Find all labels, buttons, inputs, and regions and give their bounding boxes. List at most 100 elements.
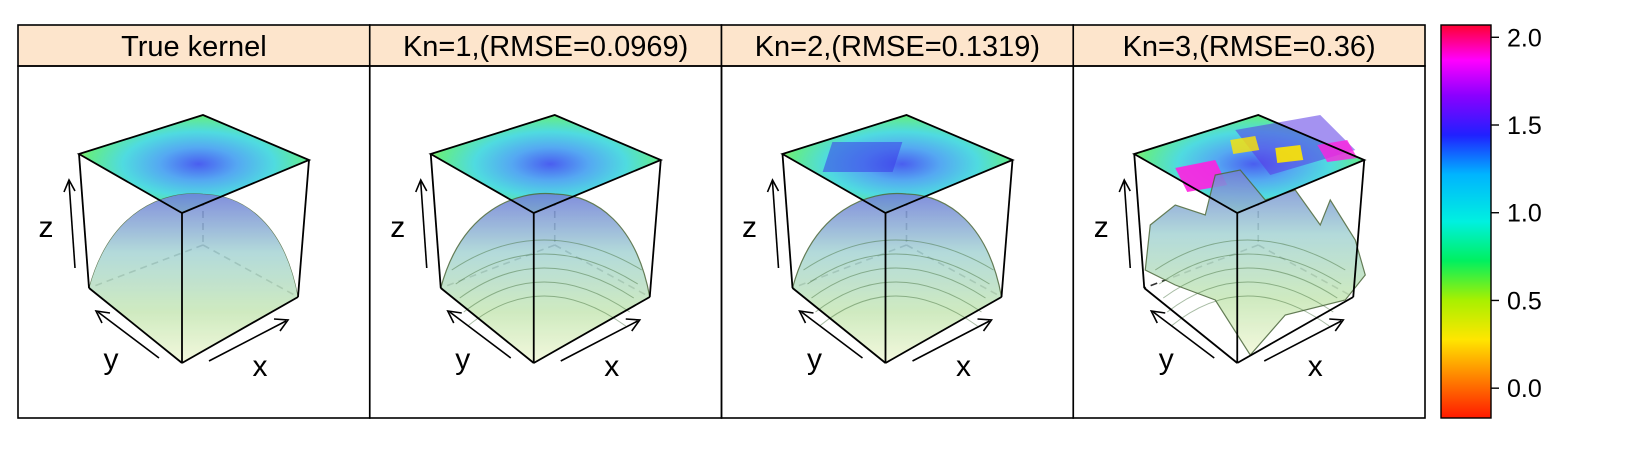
box-edge [1352, 159, 1366, 298]
y-axis-label: y [1159, 343, 1174, 376]
surface [1144, 169, 1366, 356]
heatmap-patch-yellow [1275, 145, 1304, 163]
y-axis-label: y [455, 343, 470, 376]
surface-ridge [451, 239, 643, 271]
box-edge [1000, 159, 1014, 298]
surface-ridge [463, 281, 631, 313]
z-axis-arrow [771, 181, 780, 269]
box-edge [429, 153, 442, 289]
box-edge [885, 296, 1002, 364]
colorbar-tick-label: 1.0 [1507, 200, 1542, 228]
top-heatmap [782, 115, 1013, 213]
panel-1: True kernel z y x [17, 24, 371, 419]
surface [791, 192, 1003, 364]
x-arrowhead [977, 318, 993, 332]
x-axis-arrow [912, 320, 990, 362]
y-arrowhead [446, 309, 462, 324]
surface-ridge [1170, 295, 1330, 327]
z-arrowhead [63, 178, 76, 193]
z-axis-label: z [39, 211, 54, 244]
x-arrowhead [625, 318, 642, 332]
surface-ridge [803, 239, 994, 271]
x-axis-arrow [560, 320, 639, 362]
heatmap-patch [822, 142, 903, 172]
panel-title: Kn=2,(RMSE=0.1319) [755, 31, 1040, 63]
panel-4: Kn=3,(RMSE=0.36) z y x [1072, 24, 1426, 419]
panel-2: Kn=1,(RMSE=0.0969) z y x [368, 24, 723, 419]
surface-ridge [459, 267, 635, 299]
z-axis-arrow [419, 181, 428, 269]
z-arrowhead [1118, 178, 1131, 193]
x-axis-label: x [956, 350, 971, 383]
z-arrowhead [415, 178, 428, 193]
surface-ridge [455, 253, 639, 285]
y-axis-arrow [449, 311, 512, 359]
surface-ridge [807, 253, 990, 285]
y-axis-arrow [1152, 311, 1215, 359]
top-heatmap [79, 115, 309, 213]
surface [88, 193, 299, 364]
z-axis-arrow [68, 181, 76, 269]
box-edge [1133, 153, 1146, 289]
surface-ridge [815, 281, 982, 313]
panel-strip [17, 24, 371, 67]
panel-strip [1072, 24, 1426, 67]
panel-strip [368, 24, 723, 67]
z-axis-label: z [742, 211, 757, 244]
surface-ridge [1154, 239, 1346, 271]
colorbar-tick-label: 1.5 [1507, 112, 1542, 140]
colorbar: 0.0 0.5 1.0 1.5 2.0 [1440, 24, 1542, 419]
z-arrowhead [766, 178, 780, 193]
z-axis-label: z [1094, 211, 1109, 244]
y-axis-label: y [104, 343, 119, 376]
surface-ridge [1166, 281, 1334, 313]
x-axis-arrow [208, 320, 287, 362]
x-arrowhead [1329, 318, 1345, 332]
surface [440, 192, 651, 364]
surface-ridge [467, 295, 627, 327]
y-axis-arrow [97, 311, 160, 359]
box-edge [297, 159, 310, 298]
panel-strip [720, 24, 1075, 67]
box-edge [648, 159, 662, 298]
panel-title: Kn=1,(RMSE=0.0969) [403, 31, 688, 63]
panel-title: True kernel [121, 31, 267, 63]
box-edge [78, 153, 90, 289]
surface-ridge [819, 295, 978, 327]
y-arrowhead [94, 309, 111, 324]
y-axis-label: y [807, 343, 822, 376]
box-edge [440, 287, 535, 364]
x-axis-label: x [604, 350, 619, 383]
box-edge [181, 296, 299, 364]
panel-3: Kn=2,(RMSE=0.1319) z y x [720, 24, 1075, 419]
colorbar-tick-label: 2.0 [1507, 24, 1542, 52]
box-edge [88, 287, 183, 364]
box-edge [533, 296, 651, 364]
panel-title: Kn=3,(RMSE=0.36) [1123, 31, 1376, 63]
colorbar-scale [1440, 24, 1492, 419]
colorbar-tick-label: 0.5 [1507, 287, 1542, 315]
surface-ridge [811, 267, 986, 299]
y-arrowhead [798, 309, 814, 324]
x-axis-label: x [253, 350, 268, 383]
z-axis-arrow [1123, 181, 1132, 269]
x-axis-arrow [1263, 320, 1342, 362]
surface-ridge [1162, 267, 1338, 299]
heatmap-patch [1235, 115, 1356, 175]
surface-ridge [1158, 253, 1342, 285]
colorbar-tick-label: 0.0 [1507, 375, 1542, 403]
panel-frame [1072, 65, 1426, 419]
heatmap-patch-yellow [1230, 136, 1260, 154]
x-arrowhead [273, 318, 290, 332]
box-edge [1236, 296, 1354, 364]
heatmap-patch-magenta [1317, 140, 1358, 162]
top-heatmap [430, 115, 661, 213]
y-arrowhead [1149, 309, 1166, 324]
box-edge [1143, 287, 1238, 364]
box-edge [781, 153, 794, 289]
y-axis-arrow [801, 311, 863, 359]
z-axis-label: z [390, 211, 405, 244]
x-axis-label: x [1308, 350, 1323, 383]
